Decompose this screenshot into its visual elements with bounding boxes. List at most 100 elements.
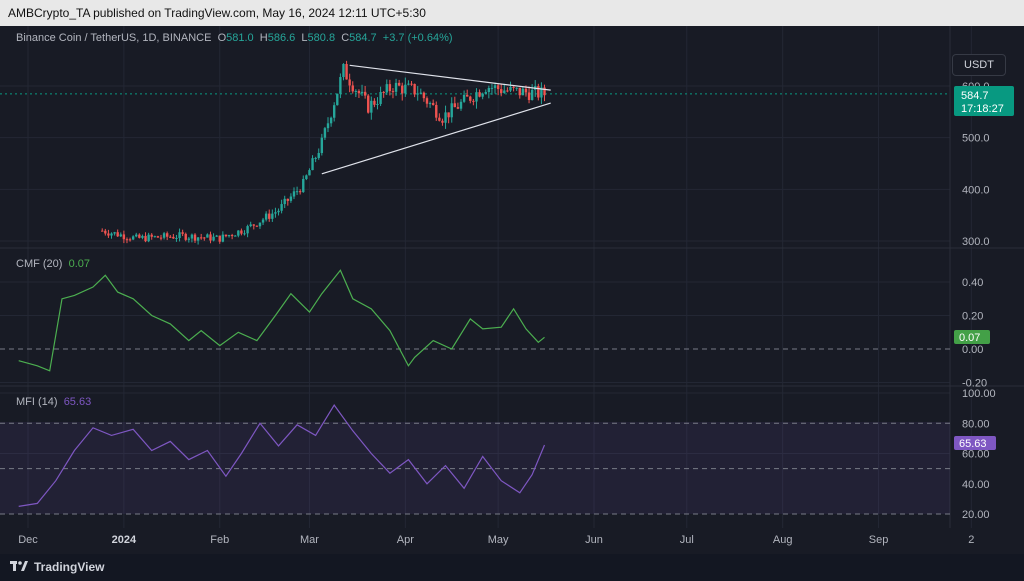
candle — [326, 117, 330, 133]
time-tick-label: Dec — [18, 534, 38, 546]
candle — [496, 83, 500, 96]
candle — [323, 126, 327, 140]
publish-info: AMBCrypto_TA published on TradingView.co… — [8, 6, 426, 20]
candle — [138, 233, 141, 239]
candle — [212, 233, 215, 242]
candle — [521, 86, 525, 96]
candle — [162, 231, 166, 240]
open-label: O — [217, 32, 227, 44]
candle — [379, 86, 382, 107]
candle — [543, 84, 546, 102]
candle — [401, 82, 404, 101]
candle — [116, 229, 119, 237]
candle — [404, 77, 407, 97]
price-legend: Binance Coin / TetherUS, 1D, BINANCE O58… — [16, 32, 453, 44]
candle — [515, 87, 518, 91]
candle — [317, 148, 320, 160]
candle — [234, 234, 237, 237]
candle — [329, 116, 333, 127]
chart-svg[interactable]: 300.0400.0500.0600.0-0.200.000.200.4020.… — [0, 26, 1024, 554]
candle — [435, 101, 438, 121]
candle — [122, 230, 126, 244]
candle — [527, 86, 531, 104]
candle — [370, 96, 373, 120]
value-badges: 584.7 17:18:27 0.07 65.63 — [954, 86, 1014, 450]
candle — [444, 105, 447, 129]
candle — [407, 80, 410, 86]
candle — [311, 155, 314, 171]
candle — [478, 89, 481, 98]
time-tick-label: 2 — [968, 534, 974, 546]
triangle-pattern — [321, 64, 551, 175]
candle — [342, 63, 345, 81]
candle — [190, 233, 194, 243]
candle — [537, 83, 540, 101]
price-badge-countdown: 17:18:27 — [961, 103, 1004, 115]
currency-button[interactable]: USDT — [952, 54, 1006, 76]
candle — [354, 89, 358, 98]
candle — [131, 235, 135, 241]
cmf-tick-label: -0.20 — [962, 378, 987, 390]
high-label: H — [259, 32, 268, 44]
candle — [153, 235, 157, 238]
candle — [147, 232, 150, 243]
mfi-name[interactable]: MFI (14) — [16, 396, 58, 408]
cmf-tick-label: 0.20 — [962, 311, 983, 323]
candle — [363, 85, 367, 99]
candle — [101, 228, 104, 232]
candle — [302, 175, 305, 193]
reference-lines — [0, 93, 950, 515]
time-tick-label: Jul — [680, 534, 694, 546]
candle — [481, 92, 484, 100]
candle — [413, 83, 416, 98]
candle — [246, 224, 249, 238]
candle — [135, 232, 138, 238]
mfi-legend-value: 65.63 — [63, 396, 92, 408]
candle — [530, 84, 534, 101]
candle — [453, 96, 457, 108]
candle — [178, 228, 181, 242]
candle — [397, 79, 401, 87]
candle — [459, 99, 463, 111]
chart-area[interactable]: 300.0400.0500.0600.0-0.200.000.200.4020.… — [0, 26, 1024, 554]
candle — [441, 118, 444, 126]
candle — [475, 88, 478, 109]
candle — [540, 82, 543, 105]
candle — [345, 60, 348, 80]
candle — [181, 229, 184, 237]
candle — [422, 91, 426, 102]
candle — [462, 90, 466, 103]
symbol-title[interactable]: Binance Coin / TetherUS, 1D, BINANCE — [16, 32, 212, 44]
price-badge-price: 584.7 — [961, 90, 989, 102]
candle — [425, 96, 429, 108]
candle — [224, 234, 228, 238]
candle — [450, 97, 453, 123]
cmf-legend-value: 0.07 — [68, 258, 90, 270]
cmf-series-line — [18, 269, 545, 372]
time-tick-label: Feb — [210, 534, 229, 546]
mfi-badge-value: 65.63 — [959, 438, 987, 450]
candle — [184, 232, 187, 242]
candle — [493, 82, 497, 94]
cmf-tick-label: 0.00 — [962, 344, 983, 356]
candle — [258, 222, 262, 229]
candle — [243, 230, 246, 236]
candle — [175, 234, 178, 242]
candle — [518, 87, 521, 99]
candle — [203, 236, 206, 241]
cmf-name[interactable]: CMF (20) — [16, 258, 63, 270]
candle — [128, 237, 132, 242]
candle — [125, 237, 129, 244]
cmf-line — [18, 269, 545, 372]
candle — [230, 233, 234, 240]
candle — [237, 230, 240, 238]
candle — [218, 235, 221, 244]
tradingview-logo[interactable]: TradingView — [10, 560, 104, 574]
candle — [512, 86, 515, 92]
candle — [360, 84, 364, 97]
candle — [193, 233, 197, 243]
publish-header: AMBCrypto_TA published on TradingView.co… — [0, 0, 1024, 26]
candle — [200, 233, 203, 240]
candle — [252, 224, 255, 230]
open-value: 581.0 — [226, 32, 254, 44]
